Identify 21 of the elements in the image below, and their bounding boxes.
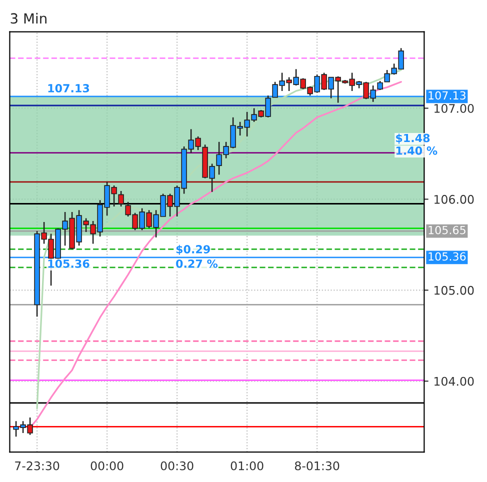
candlestick: [118, 190, 124, 208]
x-tick-label: 01:00: [230, 461, 264, 470]
x-tick-label: 00:00: [90, 461, 124, 470]
annotation: $0.29: [176, 244, 210, 255]
candlestick: [377, 80, 383, 91]
chart-title: 3 Min: [10, 12, 46, 24]
annotation: 107.13: [48, 84, 90, 92]
x-tick-label: 7-23:30: [15, 461, 60, 470]
x-tick-label: 00:30: [160, 461, 194, 470]
y-tick-label: 106.00: [434, 194, 474, 204]
y-tick-label: 104.00: [434, 376, 474, 386]
annotation: 0.27 %: [176, 259, 218, 268]
ref-line-label: 105.65: [428, 226, 466, 234]
y-tick-label: 105.00: [434, 286, 474, 295]
annotation: 1.40 %: [396, 146, 438, 155]
y-tick-label: 107.00: [434, 104, 474, 113]
x-tick-label: 8-01:30: [294, 461, 340, 470]
ref-line-label: 107.13: [428, 91, 466, 100]
annotation: $1.48: [396, 134, 430, 144]
annotation: 105.36: [48, 259, 90, 268]
ref-line-label: 105.36: [428, 252, 466, 261]
